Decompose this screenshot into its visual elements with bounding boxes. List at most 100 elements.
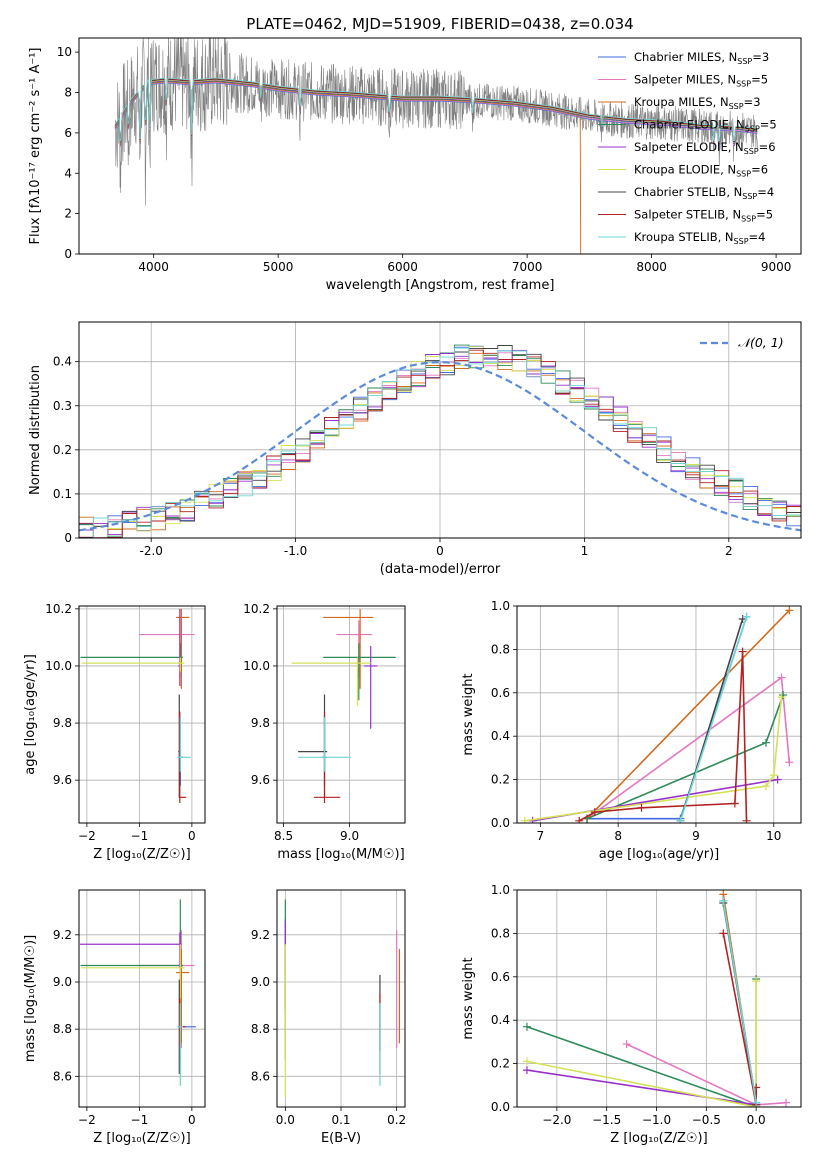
y-tick-label: 0.2 [53, 443, 72, 457]
errorbar-point [80, 899, 183, 1060]
y-tick-label: 0.8 [491, 642, 510, 656]
x-tick-label: 8.5 [274, 829, 293, 843]
weight-marker [742, 816, 751, 823]
x-tick-label: 7 [537, 829, 545, 843]
legend-nssp-value: 5 [761, 73, 768, 87]
errorbar-point [139, 620, 195, 678]
plot-area-mass-vs-Z [80, 899, 197, 1086]
weight-marker [522, 1022, 531, 1031]
x-axis-label: Z [log₁₀(Z/Z☉)] [93, 847, 190, 862]
y-tick-label: 8.6 [251, 1069, 270, 1083]
y-tick-label: 9.2 [251, 928, 270, 942]
weight-marker [575, 816, 584, 823]
y-tick-label: 0.6 [491, 686, 510, 700]
y-axis-label: age [log₁₀(age/yr)] [23, 654, 38, 775]
legend-nssp-sub: SSP [729, 102, 744, 111]
legend-nssp-eq: = [759, 140, 769, 154]
x-tick-label: −2 [78, 1113, 96, 1127]
x-tick-label: 0 [188, 829, 196, 843]
x-tick-label: 0 [436, 544, 444, 558]
x-tick-label: −0.5 [692, 1113, 721, 1127]
legend-label: Chabrier STELIB, NSSP=4 [634, 185, 774, 201]
x-axis-label: (data-model)/error [380, 562, 501, 577]
errorbar-point [81, 657, 185, 672]
weight-marker [719, 896, 728, 905]
x-tick-label: 9 [692, 829, 700, 843]
legend-label: Chabrier MILES, NSSP=3 [634, 50, 769, 66]
weight-marker [522, 1057, 531, 1066]
weight-marker [752, 977, 761, 986]
errorbar-point [323, 608, 374, 689]
model-spectrum-1 [114, 81, 758, 147]
x-tick-label: 9000 [761, 260, 792, 274]
model-spectrum-4 [114, 79, 758, 146]
panel-weight-vs-Z: −2.0 −1.5 −1.0 −0.5 0.0 0.0 0.2 0.4 0.6 0.8 1.0 Z [… [461, 883, 802, 1146]
gaussian-curve [79, 360, 801, 532]
panel-age-vs-Z: −2 −1 0 9.6 9.8 10.0 10.2 Z [log₁₀(Z/Z☉)] age [l… [23, 602, 206, 862]
errorbar-point [336, 620, 373, 678]
panel-residuals: -2.0 -1.0 0 1 2 0 0.1 0.2 0.3 0.4 (data-model)/err… [28, 321, 802, 577]
weight-marker [730, 799, 739, 808]
errorbar-point [291, 657, 371, 706]
y-axis-label: Flux [fλ10⁻¹⁷ erg cm⁻² s⁻¹ A⁻¹] [28, 48, 43, 245]
legend-nssp-value: 5 [766, 208, 773, 222]
legend-nssp-sub: SSP [742, 192, 757, 201]
x-axis-label: E(B-V) [321, 1131, 361, 1146]
legend-nssp-prefix: , N [728, 140, 744, 154]
weight-marker [761, 738, 770, 747]
plot-area-residuals [79, 344, 801, 538]
y-tick-label: 0.3 [53, 399, 72, 413]
weight-line-7 [578, 651, 748, 822]
plot-area-weight-vs-age [520, 606, 794, 823]
errorbar-point [176, 608, 190, 689]
weight-marker [773, 775, 782, 784]
legend-model-name: Salpeter ELODIE [634, 140, 728, 154]
x-tick-label: 10 [766, 829, 781, 843]
plot-area-mass-vs-ebv [284, 899, 401, 1098]
legend-nssp-sub: SSP [737, 57, 752, 66]
y-axis-label: Normed distribution [28, 365, 43, 495]
weight-marker [637, 803, 646, 812]
x-tick-label: 0.2 [387, 1113, 406, 1127]
y-tick-label: 0.2 [491, 773, 510, 787]
x-tick-label: 0.0 [276, 1113, 295, 1127]
x-tick-label: −2 [78, 829, 96, 843]
legend-nssp-sub: SSP [744, 147, 759, 156]
legend-nssp-eq: = [751, 73, 761, 87]
y-tick-label: 9.0 [53, 975, 72, 989]
axes-frame [276, 605, 406, 824]
weight-marker [676, 816, 685, 823]
weight-marker [719, 929, 728, 938]
errorbar-point [298, 694, 328, 798]
figure-title: PLATE=0462, MJD=51909, FIBERID=0438, z=0… [246, 15, 633, 33]
legend-nssp-prefix: , N [721, 50, 737, 64]
x-tick-label: −1.5 [592, 1113, 621, 1127]
legend-nssp-prefix: , N [720, 73, 736, 87]
errorbar-point [298, 717, 351, 772]
panel-age-vs-mass: 8.5 9.0 9.6 9.8 10.0 10.2 mass [log₁₀(M/M☉)] [243, 602, 406, 862]
legend-label: Chabrier ELODIE, NSSP=5 [634, 118, 777, 134]
weight-marker [777, 693, 786, 702]
plot-area-spectrum [114, 38, 758, 254]
y-tick-label: 0.8 [491, 926, 510, 940]
y-tick-label: 10 [57, 45, 72, 59]
plot-area-age-vs-mass [291, 608, 396, 804]
x-tick-label: 8 [614, 829, 622, 843]
y-tick-label: 1.0 [491, 883, 510, 897]
y-tick-label: 0.4 [491, 729, 510, 743]
legend-nssp-prefix: , N [718, 230, 734, 244]
x-tick-label: 9.0 [340, 829, 359, 843]
x-tick-label: −1 [131, 1113, 149, 1127]
y-tick-label: 0 [64, 531, 72, 545]
weight-marker [742, 612, 751, 621]
axes-frame [78, 605, 206, 824]
axes-frame [78, 889, 206, 1108]
weight-line-8 [679, 616, 748, 822]
y-tick-label: 0.2 [491, 1057, 510, 1071]
weight-marker [779, 690, 788, 699]
y-tick-label: 2 [64, 207, 72, 221]
weight-line-5 [524, 697, 783, 822]
model-spectrum-8 [114, 77, 758, 143]
y-tick-label: 8.6 [53, 1069, 72, 1083]
